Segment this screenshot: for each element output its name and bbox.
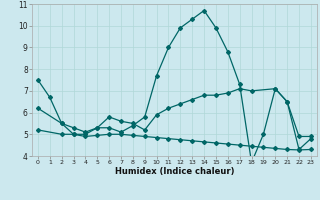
X-axis label: Humidex (Indice chaleur): Humidex (Indice chaleur) bbox=[115, 167, 234, 176]
